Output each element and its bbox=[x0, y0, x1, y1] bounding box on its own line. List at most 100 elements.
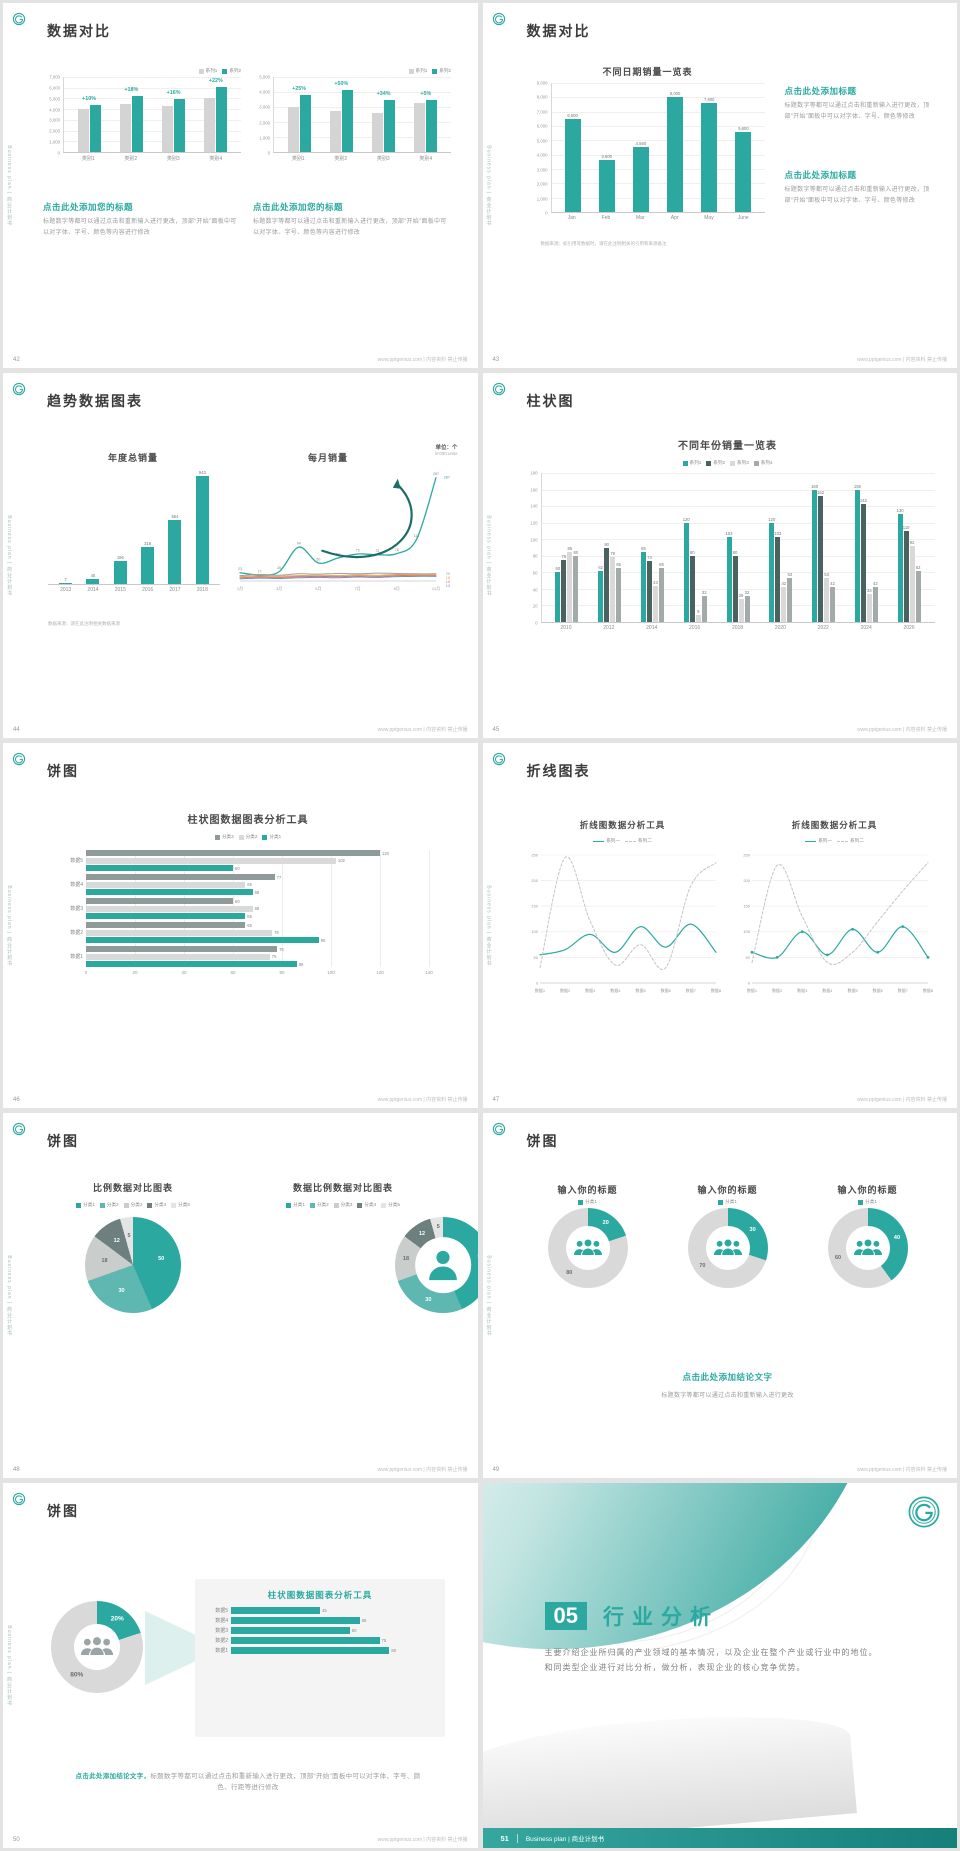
people-icon bbox=[80, 1637, 114, 1656]
svg-text:数据2: 数据2 bbox=[560, 987, 571, 993]
conclusion: 点击此处添加结论文字，标题数字等都可以通过点击和重新输入进行更改，顶部“开始”面… bbox=[73, 1771, 423, 1794]
svg-text:数据1: 数据1 bbox=[534, 987, 545, 993]
unit-note: 单位：个 in'000 units bbox=[435, 443, 458, 456]
slide-footer: www.pptgenius.com | 内容资料 禁止传播 bbox=[377, 727, 468, 733]
conclusion-gray: 标题数字等都可以通过点击和重新输入进行更改，顶部“开始”面板中可以对字体、字号、… bbox=[150, 1773, 421, 1792]
chart-legend: 系列一 系列二 bbox=[737, 838, 933, 844]
svg-text:数据7: 数据7 bbox=[897, 987, 908, 993]
slide-48: Business plan | 商业计划书 饼图 比例数据对比图表 分类1 分类2… bbox=[3, 1113, 478, 1478]
svg-text:数据6: 数据6 bbox=[872, 987, 883, 993]
chart-title: 年度总销量 bbox=[107, 453, 158, 463]
slide-50: Business plan | 商业计划书 饼图 20% 80% 柱状图数据图表分… bbox=[3, 1483, 478, 1848]
svg-text:50: 50 bbox=[533, 955, 538, 960]
page-title: 饼图 bbox=[47, 1133, 79, 1149]
chart-title: 折线图数据分析工具 bbox=[791, 820, 878, 830]
donut-block: 输入你的标题 分类1 30 70 bbox=[663, 1183, 793, 1293]
svg-text:287: 287 bbox=[433, 472, 439, 476]
chart-title: 不同年份销量一览表 bbox=[678, 441, 777, 452]
svg-text:94: 94 bbox=[297, 542, 301, 546]
block-body: 标题数字等都可以通过点击和重新输入进行更改，顶部“开始”面板中可以对字体、字号、… bbox=[784, 103, 930, 120]
block-body: 标题数字等都可以通过点击和重新输入进行更改，顶部“开始”面板中可以对字体、字号、… bbox=[43, 219, 237, 236]
chart-title: 输入你的标题 bbox=[557, 1185, 618, 1195]
svg-text:3月: 3月 bbox=[276, 586, 282, 591]
brand-logo-icon bbox=[492, 752, 505, 766]
svg-text:11月: 11月 bbox=[432, 586, 440, 591]
data-source-note: 数据来源：如引用等数据时，请在此注明相关的引用和来源备注 bbox=[540, 241, 667, 246]
slide-footer: www.pptgenius.com | 内容资料 禁止传播 bbox=[377, 1837, 468, 1843]
svg-text:0: 0 bbox=[535, 980, 538, 985]
svg-text:数据4: 数据4 bbox=[610, 987, 621, 993]
slide-footer: www.pptgenius.com | 内容资料 禁止传播 bbox=[857, 1467, 947, 1473]
chart-legend: 系列1 系列2 系列3 系列4 bbox=[523, 460, 933, 466]
section-body: 主要介绍企业所归属的产业领域的基本情况，以及企业在整个产业或行业中的地位。和同类… bbox=[544, 1648, 878, 1673]
side-label: Business plan | 商业计划书 bbox=[485, 514, 492, 597]
page-number: 45 bbox=[492, 727, 500, 733]
chart-legend: 系列一 系列二 bbox=[525, 838, 721, 844]
chart-legend: 分类1 bbox=[803, 1199, 933, 1205]
svg-text:150: 150 bbox=[743, 904, 750, 909]
block-heading: 点击此处添加您的标题 bbox=[43, 202, 134, 212]
svg-text:250: 250 bbox=[743, 852, 750, 857]
page-number: 46 bbox=[13, 1097, 20, 1103]
line-chart: 250 200 150 100 50 0 数据1 数据2 数据3 数据4 数据5 数据6 数据7 数据8 bbox=[525, 847, 722, 1000]
line-chart: 1月 3月 5月 7月 9月 11月 23 17 26 94 50 64 75 73 76 115 287 287… bbox=[235, 465, 451, 598]
svg-text:17: 17 bbox=[258, 569, 262, 573]
slide-footer: www.pptgenius.com | 内容资料 禁止传播 bbox=[377, 1097, 468, 1103]
chart-legend: 分类1 分类2 分类3 分类4 分类5 bbox=[43, 1202, 223, 1208]
page-number: 48 bbox=[13, 1467, 20, 1473]
donut-chart: 20 80 bbox=[547, 1208, 628, 1288]
page-title: 折线图表 bbox=[526, 763, 591, 779]
slide-42: Business plan | 商业计划书 数据对比 系列1 系列2 7,000 6… bbox=[3, 3, 478, 368]
chart-title: 输入你的标题 bbox=[837, 1185, 898, 1195]
page-number: 44 bbox=[13, 727, 20, 733]
brand-logo-icon bbox=[12, 12, 26, 26]
footer-label: Business plan | 商业计划书 bbox=[525, 1836, 605, 1843]
block-heading: 点击此处添加标题 bbox=[784, 86, 857, 96]
svg-text:数据4: 数据4 bbox=[822, 987, 833, 993]
brand-logo-icon bbox=[908, 1496, 940, 1528]
bar-chart: 7 45 196 318 554 943 2013 2014 2015 2016 2017 2018 bbox=[48, 469, 220, 593]
page-number: 49 bbox=[492, 1467, 500, 1473]
svg-text:26: 26 bbox=[277, 566, 281, 570]
svg-text:5月: 5月 bbox=[315, 586, 321, 591]
chart-legend: 分类1 分类2 分类3 分类4 分类5 bbox=[253, 1202, 433, 1208]
svg-text:0: 0 bbox=[747, 980, 750, 985]
pie-chart: 50 30 18 12 5 bbox=[85, 1217, 181, 1313]
svg-text:数据7: 数据7 bbox=[685, 987, 696, 993]
brand-logo-icon bbox=[12, 752, 26, 766]
slide-47: Business plan | 商业计划书 折线图表 折线图数据分析工具 系列一… bbox=[482, 743, 957, 1108]
svg-text:7月: 7月 bbox=[354, 586, 360, 591]
page-title: 柱状图 bbox=[526, 393, 575, 409]
brand-logo-icon bbox=[492, 12, 505, 26]
page-title: 趋势数据图表 bbox=[47, 393, 143, 409]
section-number: 05 bbox=[544, 1602, 587, 1630]
svg-text:9月: 9月 bbox=[394, 586, 400, 591]
svg-text:50: 50 bbox=[745, 955, 750, 960]
line-chart: 250 200 150 100 50 0 数据1 数据2 数据3 数据4 数据5 数据6 数据7 数据8 bbox=[737, 847, 934, 1000]
svg-text:75: 75 bbox=[356, 549, 360, 553]
svg-text:115: 115 bbox=[414, 534, 420, 538]
unit-sublabel: in'000 units bbox=[434, 451, 458, 456]
svg-text:18: 18 bbox=[446, 576, 450, 580]
svg-text:100: 100 bbox=[531, 929, 538, 934]
chart-block: 系列1 系列2 5,000 4,000 3,000 2,000 1,000 0 +25% +50… bbox=[253, 65, 451, 162]
side-label: Business plan | 商业计划书 bbox=[6, 1624, 12, 1707]
block-heading: 点击此处添加您的标题 bbox=[253, 202, 344, 212]
svg-text:100: 100 bbox=[743, 929, 750, 934]
page-title: 饼图 bbox=[526, 1133, 559, 1149]
data-source-note: 数据来源：请在此注明相关数据来源 bbox=[48, 621, 120, 626]
block-body: 标题数字等都可以通过点击和重新输入进行更改，顶部“开始”面板中可以对字体、字号、… bbox=[784, 187, 930, 204]
brand-logo-icon bbox=[492, 382, 505, 396]
chart-legend: 分类1 bbox=[663, 1199, 793, 1205]
slide-footer: www.pptgenius.com | 内容资料 禁止传播 bbox=[857, 1097, 947, 1103]
section-content: 05 行业分析 主要介绍企业所归属的产业领域的基本情况，以及企业在整个产业或行业… bbox=[544, 1601, 885, 1675]
people-icon bbox=[713, 1239, 742, 1255]
donut-chart: 30 70 bbox=[687, 1208, 768, 1288]
slide-44: Business plan | 商业计划书 趋势数据图表 年度总销量 7 45 19… bbox=[3, 373, 478, 738]
brand-logo-icon bbox=[492, 1122, 505, 1136]
svg-text:数据8: 数据8 bbox=[922, 987, 932, 993]
slide-footer: www.pptgenius.com | 内容资料 禁止传播 bbox=[857, 727, 947, 733]
grouped-bar-chart: 5,000 4,000 3,000 2,000 1,000 0 +25% +50% +34% +5… bbox=[253, 75, 451, 162]
chart-block: 系列1 系列2 7,000 6,000 5,000 4,000 3,000 2,000 1,0… bbox=[43, 65, 241, 162]
